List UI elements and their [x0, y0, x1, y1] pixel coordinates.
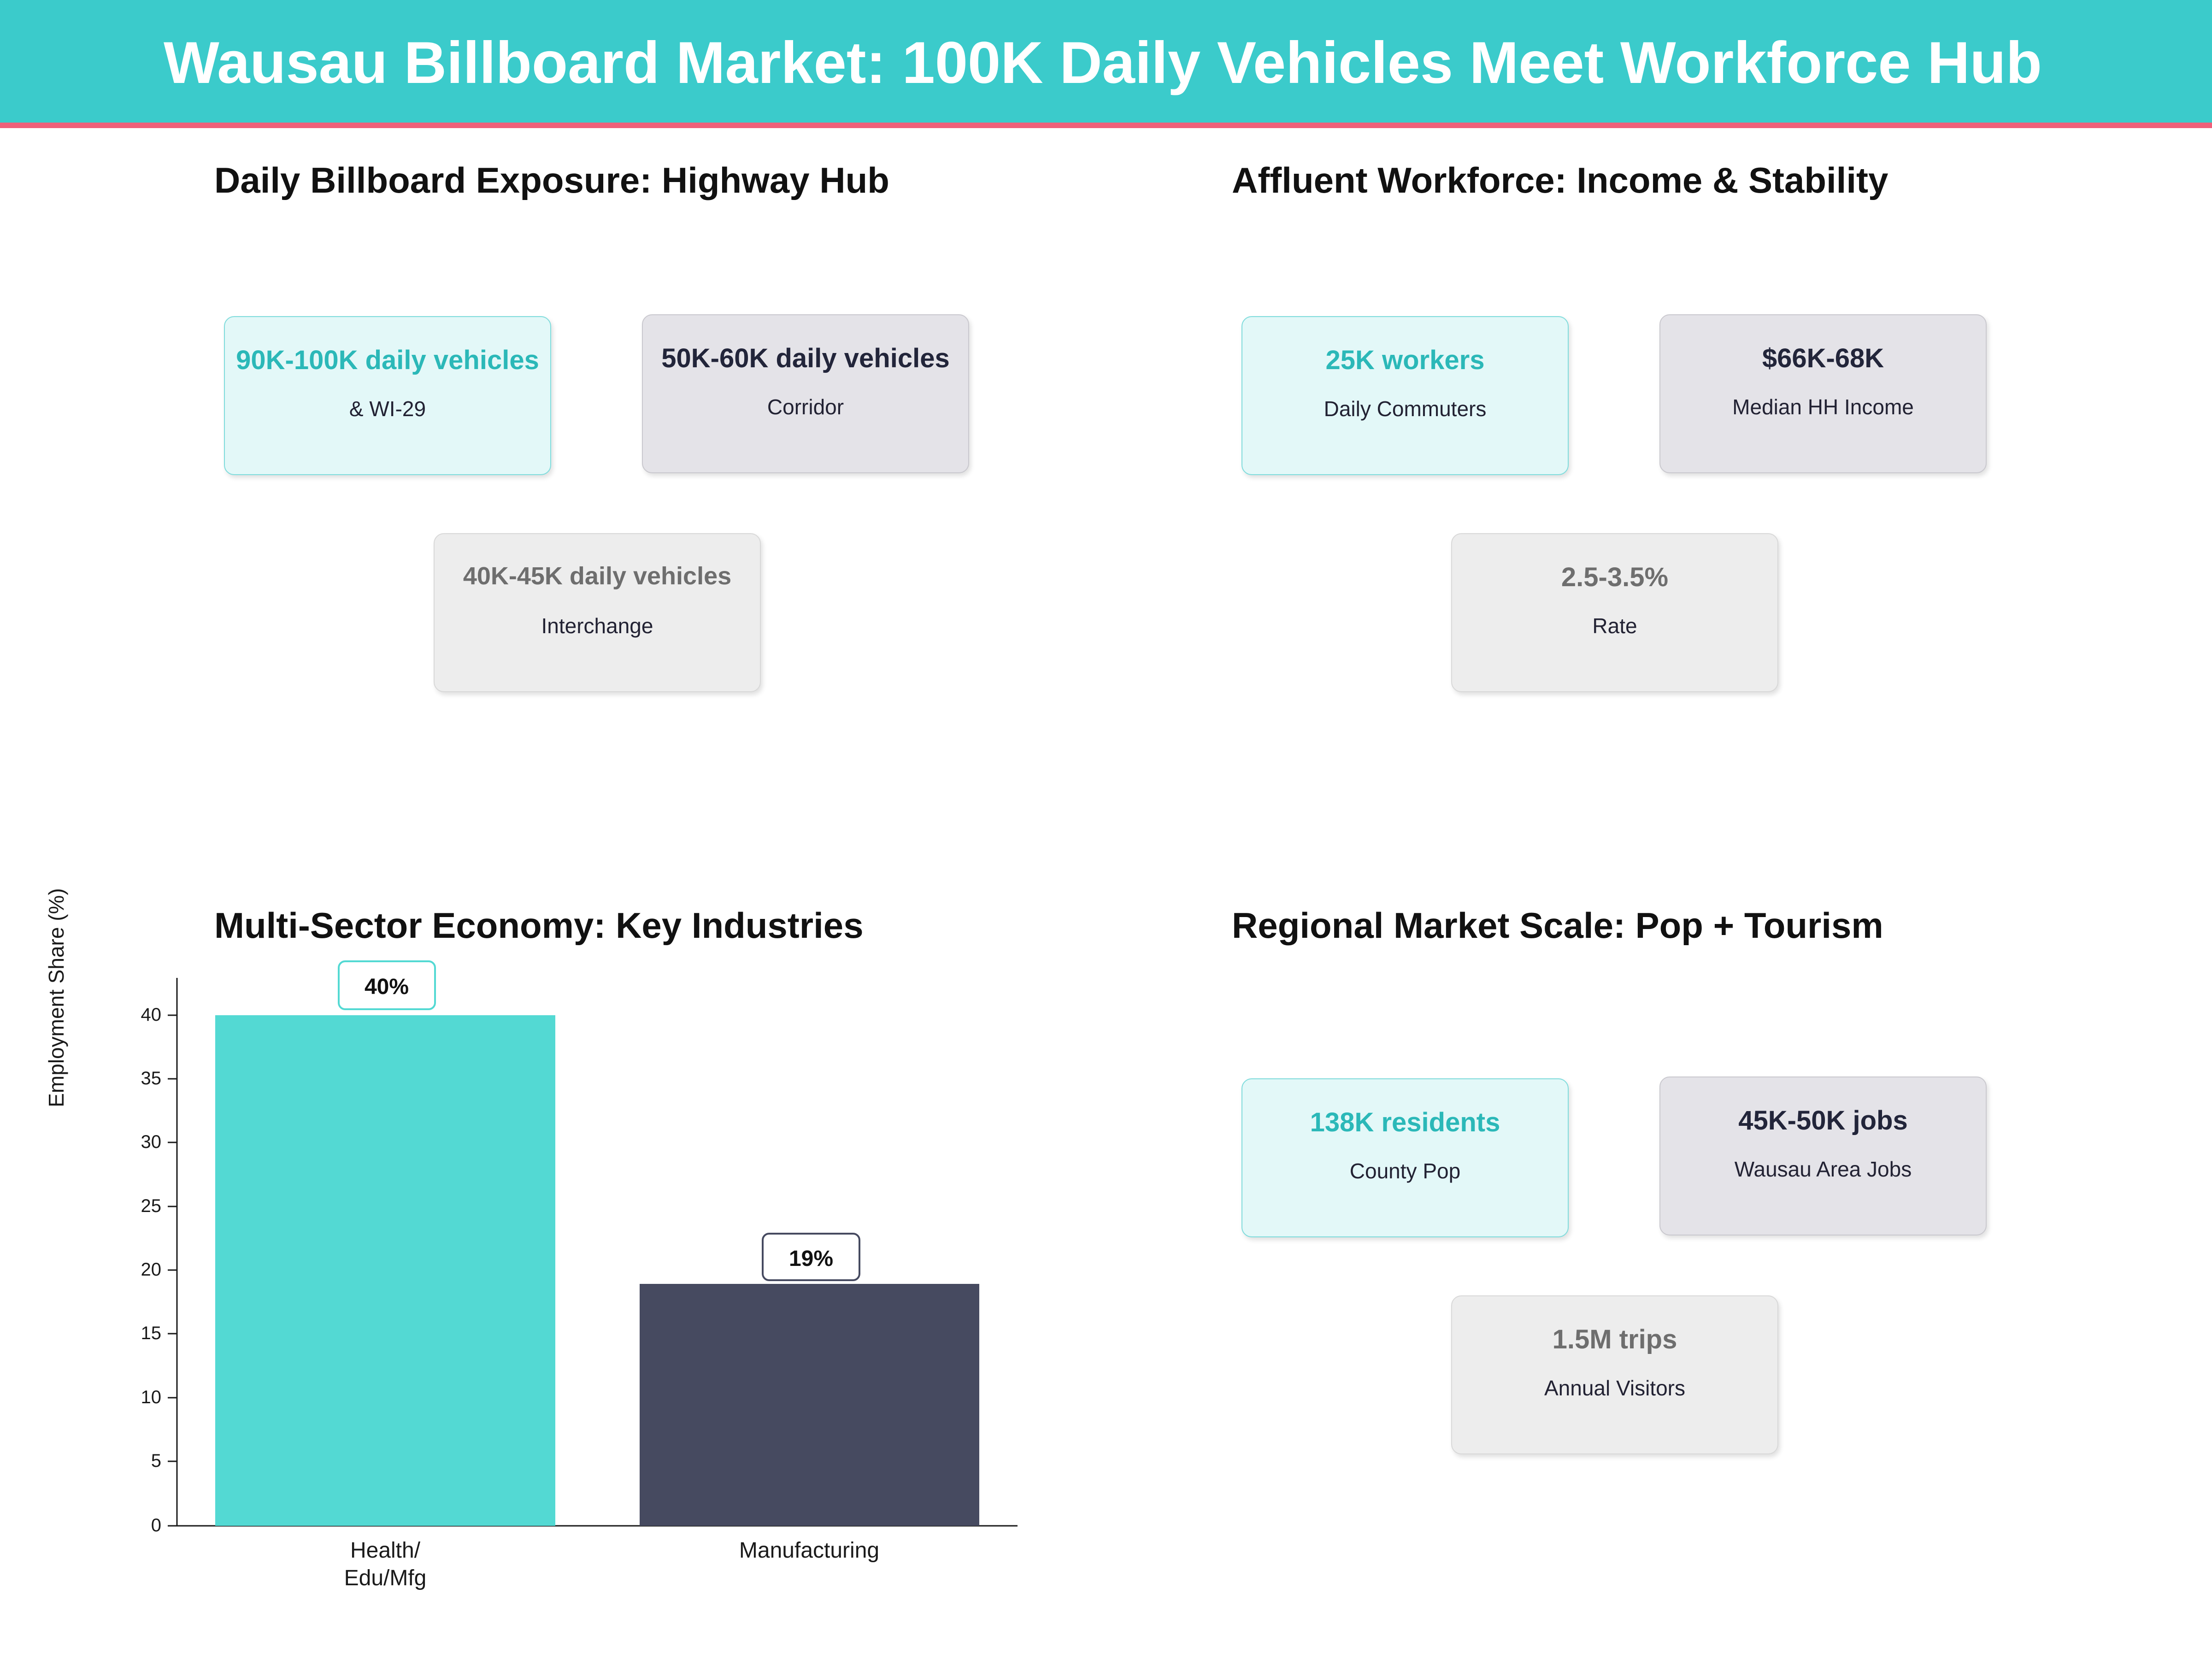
svg-text:10: 10 — [141, 1387, 162, 1407]
svg-text:25: 25 — [141, 1196, 162, 1216]
svg-text:Manufacturing: Manufacturing — [739, 1538, 879, 1563]
svg-text:30: 30 — [141, 1132, 162, 1152]
svg-text:Edu/Mfg: Edu/Mfg — [344, 1566, 427, 1590]
svg-text:0: 0 — [151, 1515, 161, 1535]
svg-text:40: 40 — [141, 1005, 162, 1025]
svg-text:Health/: Health/ — [350, 1538, 421, 1563]
svg-text:20: 20 — [141, 1259, 162, 1280]
svg-text:5: 5 — [151, 1451, 161, 1471]
svg-text:40%: 40% — [365, 975, 409, 999]
svg-text:35: 35 — [141, 1068, 162, 1088]
svg-text:19%: 19% — [789, 1247, 833, 1271]
svg-text:15: 15 — [141, 1323, 162, 1343]
